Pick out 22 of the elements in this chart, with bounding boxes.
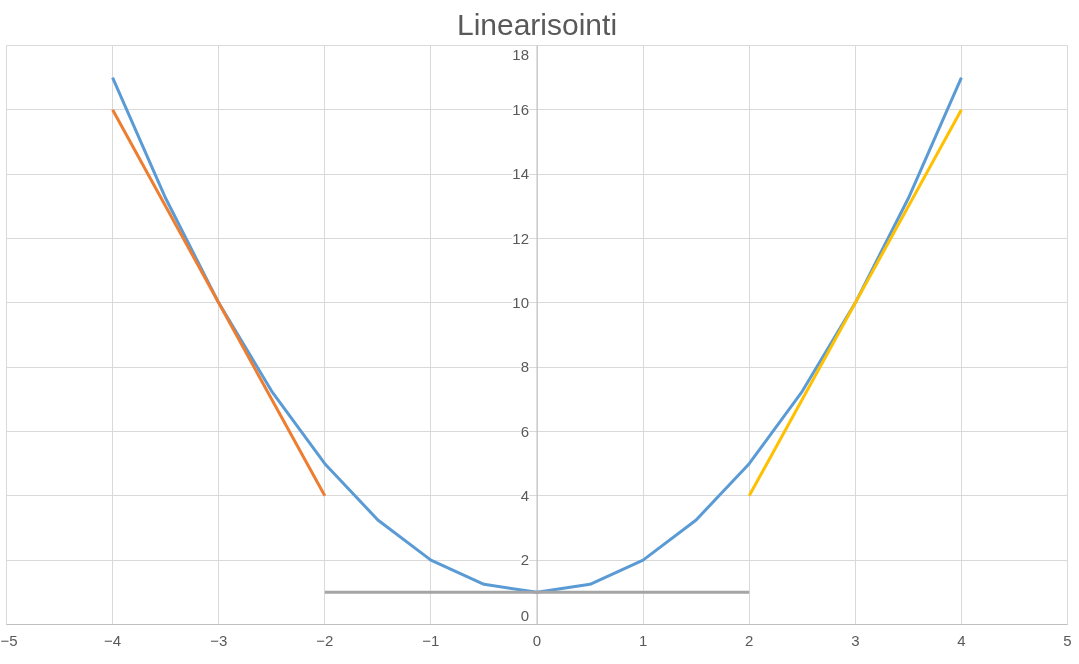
y-tick-label: 12 <box>512 229 529 247</box>
y-tick-label: 8 <box>520 358 529 376</box>
x-tick-label: 5 <box>1063 631 1072 649</box>
y-tick-label: 2 <box>520 551 529 569</box>
x-tick-label: 0 <box>532 631 542 649</box>
y-tick-label: 18 <box>512 45 529 63</box>
y-tick-label: 10 <box>512 293 529 311</box>
y-tick-label: 0 <box>520 606 529 624</box>
x-tick-label: 3 <box>851 631 860 649</box>
x-tick-label: −3 <box>210 631 228 649</box>
y-tick-label: 6 <box>520 422 529 440</box>
chart-title: Linearisointi <box>456 7 618 41</box>
y-tick-label: 4 <box>520 486 529 504</box>
x-tick-label: −5 <box>0 631 18 649</box>
y-tick-label: 16 <box>512 100 529 118</box>
x-tick-label: 1 <box>638 631 648 649</box>
y-tick-label: 14 <box>512 165 529 183</box>
x-tick-label: 4 <box>957 631 966 649</box>
x-tick-label: −1 <box>422 631 440 649</box>
x-tick-label: 2 <box>745 631 754 649</box>
x-tick-label: −2 <box>316 631 334 649</box>
x-tick-label: −4 <box>104 631 122 649</box>
